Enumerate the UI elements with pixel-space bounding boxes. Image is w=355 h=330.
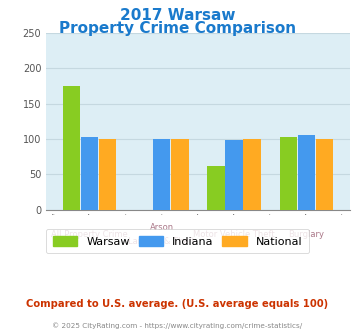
Bar xyxy=(225,140,243,210)
Text: © 2025 CityRating.com - https://www.cityrating.com/crime-statistics/: © 2025 CityRating.com - https://www.city… xyxy=(53,323,302,329)
Text: All Property Crime: All Property Crime xyxy=(51,230,128,239)
Bar xyxy=(81,137,98,210)
Bar xyxy=(316,139,333,210)
Bar xyxy=(280,137,297,210)
Text: 2017 Warsaw: 2017 Warsaw xyxy=(120,8,235,23)
Text: Larceny & Theft: Larceny & Theft xyxy=(129,237,195,246)
Bar xyxy=(171,139,189,210)
Text: Motor Vehicle Theft: Motor Vehicle Theft xyxy=(193,230,275,239)
Bar xyxy=(244,139,261,210)
Bar xyxy=(153,139,170,210)
Bar xyxy=(99,139,116,210)
Text: Arson: Arson xyxy=(150,223,174,232)
Bar xyxy=(297,135,315,210)
Text: Burglary: Burglary xyxy=(288,230,324,239)
Bar xyxy=(63,86,80,210)
Bar xyxy=(207,166,225,210)
Text: Compared to U.S. average. (U.S. average equals 100): Compared to U.S. average. (U.S. average … xyxy=(26,299,329,309)
Text: Property Crime Comparison: Property Crime Comparison xyxy=(59,21,296,36)
Legend: Warsaw, Indiana, National: Warsaw, Indiana, National xyxy=(46,229,309,253)
